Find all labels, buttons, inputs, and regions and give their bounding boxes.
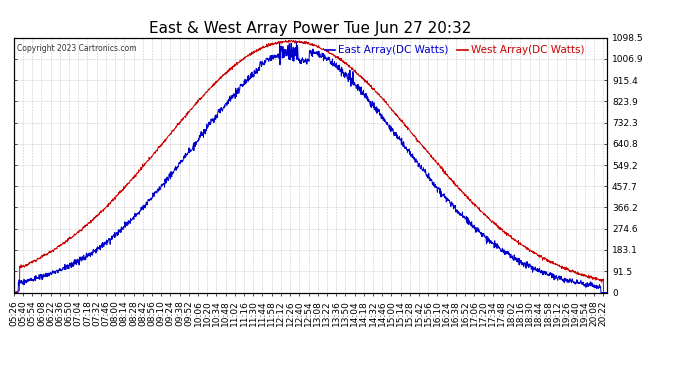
Legend: East Array(DC Watts), West Array(DC Watts): East Array(DC Watts), West Array(DC Watt…: [325, 45, 584, 55]
Text: Copyright 2023 Cartronics.com: Copyright 2023 Cartronics.com: [17, 44, 136, 53]
Title: East & West Array Power Tue Jun 27 20:32: East & West Array Power Tue Jun 27 20:32: [149, 21, 472, 36]
